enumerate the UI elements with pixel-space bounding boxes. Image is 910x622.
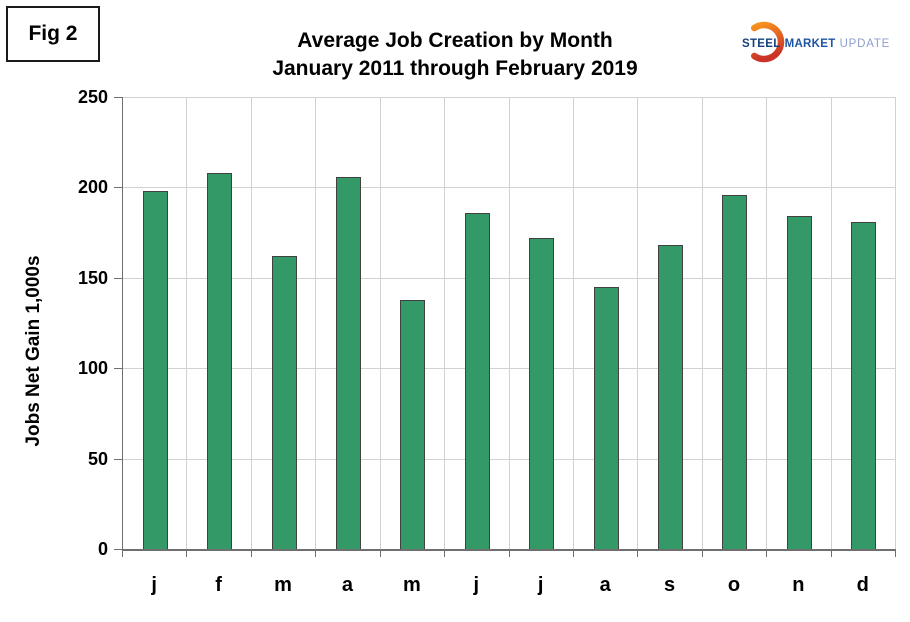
x-axis-tick [766, 551, 768, 557]
gridline-horizontal [123, 187, 896, 189]
x-axis-label: j [151, 574, 157, 596]
logo-word-update: UPDATE [839, 37, 891, 50]
plot-area [122, 97, 896, 551]
x-axis-tick [122, 551, 123, 557]
gridline-vertical [701, 97, 703, 549]
x-axis-label: a [341, 574, 354, 596]
x-axis-tick [572, 551, 574, 557]
bar [593, 286, 619, 549]
y-axis-tick-label: 50 [87, 448, 108, 469]
x-axis-label: f [215, 574, 222, 596]
gridline-vertical [250, 97, 252, 549]
bar [271, 256, 297, 549]
x-axis-label: j [537, 574, 544, 596]
x-axis-tick [830, 551, 832, 557]
bar [464, 212, 490, 549]
y-axis-tick [114, 187, 122, 189]
x-axis-label: a [599, 574, 611, 596]
gridline-vertical [572, 97, 574, 549]
y-axis-tick [114, 97, 122, 98]
x-axis-tick [895, 551, 896, 557]
bar [335, 176, 361, 549]
gridline-vertical [766, 97, 768, 549]
x-axis-label: o [727, 574, 741, 596]
chart-title-line2: January 2011 through February 2019 [272, 57, 638, 80]
x-axis-label: m [274, 574, 292, 596]
x-axis-label: d [856, 574, 869, 596]
bar [851, 221, 877, 549]
x-axis-label: m [402, 574, 421, 596]
gridline-vertical [315, 97, 317, 549]
x-axis-tick [508, 551, 510, 557]
x-axis-tick [701, 551, 703, 557]
smu-logo-text: STEEL MARKET UPDATE [742, 37, 890, 50]
chart-title: Average Job Creation by Month January 20… [0, 27, 910, 83]
y-axis-tick-label: 100 [77, 358, 108, 379]
gridline-vertical [895, 97, 896, 549]
gridline-horizontal [123, 458, 896, 460]
y-axis-tick-label: 200 [77, 177, 108, 198]
x-axis-label: n [792, 574, 805, 596]
gridline-horizontal [123, 368, 896, 370]
gridline-vertical [508, 97, 510, 549]
y-axis-tick [114, 277, 122, 279]
x-axis-tick [315, 551, 317, 557]
bar [529, 238, 555, 549]
gridline-vertical [186, 97, 188, 549]
y-axis-tick [114, 549, 122, 550]
logo-word-steel: STEEL [742, 37, 781, 50]
y-axis-tick [114, 368, 122, 370]
bar [722, 194, 748, 549]
bar [142, 191, 168, 549]
x-axis-tick [186, 551, 188, 557]
gridline-vertical [830, 97, 832, 549]
steel-market-update-logo: STEEL MARKET UPDATE [740, 20, 889, 68]
bar [786, 216, 812, 549]
gridline-horizontal [123, 277, 896, 279]
y-axis-tick-label: 0 [97, 539, 108, 559]
y-axis-tick-label: 150 [77, 267, 108, 288]
y-axis-tick [114, 458, 122, 460]
gridline-horizontal [123, 97, 896, 98]
y-axis-tick-label: 250 [77, 87, 108, 107]
x-axis-label: s [663, 574, 676, 596]
y-axis-title: Jobs Net Gain 1,000s [23, 255, 44, 447]
gridline-vertical [379, 97, 381, 549]
bar [658, 245, 684, 549]
x-axis-tick [250, 551, 252, 557]
figure-label: Fig 2 [28, 22, 78, 45]
bar [207, 172, 233, 549]
figure-label-box: Fig 2 [6, 6, 100, 62]
x-axis-tick [379, 551, 381, 557]
x-axis-label: j [473, 574, 480, 596]
gridline-vertical [637, 97, 639, 549]
x-axis-tick [444, 551, 446, 557]
bar [400, 299, 426, 549]
gridline-vertical [444, 97, 446, 549]
logo-word-market: MARKET [784, 37, 836, 50]
chart-title-line1: Average Job Creation by Month [297, 29, 613, 52]
smu-crescent-icon [751, 21, 785, 63]
x-axis-tick [637, 551, 639, 557]
